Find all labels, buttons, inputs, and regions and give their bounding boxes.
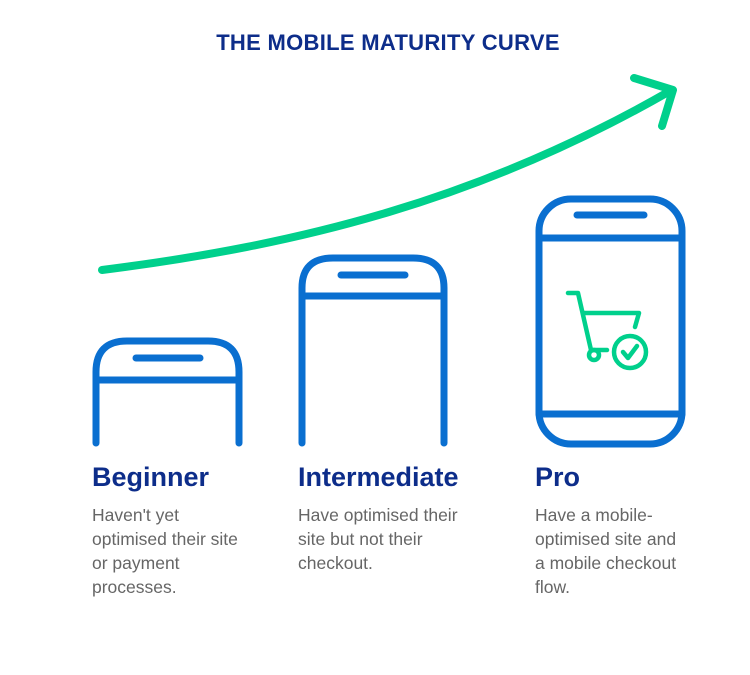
stage-label-intermediate: Intermediate: [298, 462, 459, 492]
phone-intermediate-icon: [298, 254, 448, 447]
phone-pro-icon: [535, 195, 686, 448]
stage-description-intermediate: Have optimised their site but not their …: [298, 505, 458, 573]
stage-label-pro: Pro: [535, 462, 581, 492]
stage-label-beginner: Beginner: [92, 462, 210, 492]
stage-description-pro: Have a mobile-optimised site and a mobil…: [535, 505, 677, 597]
growth-arrow-icon: [98, 74, 677, 274]
stage-description-beginner: Haven't yet optimised their site or paym…: [92, 505, 238, 597]
phone-beginner-icon: [92, 337, 243, 447]
cart-check-icon: [565, 290, 649, 371]
page-title: THE MOBILE MATURITY CURVE: [216, 30, 560, 55]
